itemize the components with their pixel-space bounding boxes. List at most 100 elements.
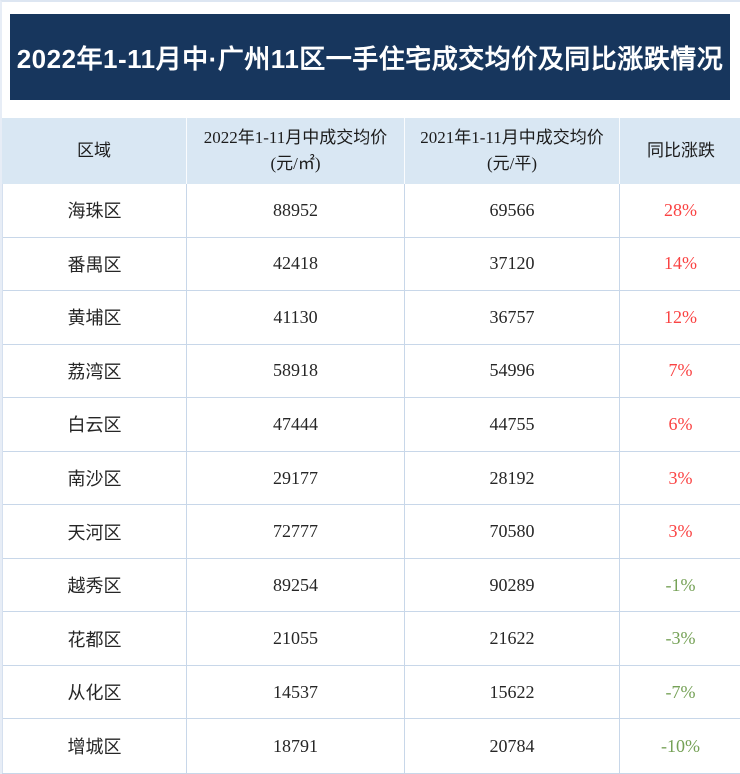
yoy-cell: -3% [620, 612, 740, 665]
yoy-value: -1% [665, 574, 696, 595]
region-name: 黄埔区 [67, 308, 122, 329]
header-region: 区域 [2, 118, 187, 184]
region-name: 天河区 [67, 522, 122, 543]
region-cell: 黄埔区 [3, 291, 187, 344]
yoy-value: 6% [668, 413, 693, 434]
header-region-label: 区域 [77, 141, 111, 160]
price-2022-cell: 18791 [187, 719, 405, 774]
table-row: 越秀区 89254 90289 -1% [3, 558, 740, 613]
price-2022-value: 47444 [273, 413, 318, 434]
region-cell: 天河区 [3, 505, 187, 558]
price-2022-cell: 29177 [187, 451, 405, 505]
yoy-cell: 3% [620, 452, 740, 505]
price-2021-cell: 36757 [405, 291, 620, 344]
yoy-cell: 28% [620, 184, 740, 237]
price-2022-value: 14537 [273, 681, 318, 702]
price-2021-value: 69566 [489, 199, 535, 220]
price-2022-value: 89254 [273, 574, 318, 595]
region-cell: 南沙区 [3, 451, 187, 505]
price-2021-value: 28192 [489, 467, 535, 488]
price-2022-value: 18791 [273, 735, 318, 756]
table-row: 南沙区 29177 28192 3% [3, 451, 740, 506]
header-price-2021-line1: 2021年1-11月中成交均价 [420, 128, 604, 147]
region-name: 增城区 [67, 737, 122, 758]
yoy-cell: 6% [620, 398, 740, 451]
price-2021-value: 54996 [489, 360, 535, 381]
price-2022-cell: 42418 [187, 237, 405, 291]
title-bar: 2022年1-11月中·广州11区一手住宅成交均价及同比涨跌情况 [10, 14, 730, 100]
yoy-value: -3% [665, 628, 696, 649]
table-row: 从化区 14537 15622 -7% [3, 665, 740, 720]
price-2021-cell: 15622 [405, 665, 620, 719]
price-2021-value: 70580 [489, 521, 535, 542]
yoy-cell: -10% [620, 719, 740, 773]
price-2021-value: 44755 [489, 413, 535, 434]
header-yoy-label: 同比涨跌 [647, 141, 715, 160]
table-row: 花都区 21055 21622 -3% [3, 612, 740, 666]
yoy-cell: 14% [620, 238, 740, 291]
price-2022-cell: 88952 [187, 184, 405, 237]
region-cell: 从化区 [3, 665, 187, 719]
price-2022-value: 72777 [273, 521, 318, 542]
price-2022-cell: 41130 [187, 291, 405, 344]
table-body: 海珠区 88952 69566 28% 番禺区 42418 37120 14% … [2, 184, 740, 774]
header-yoy: 同比涨跌 [620, 118, 740, 184]
price-2022-value: 88952 [273, 199, 318, 220]
price-2022-value: 21055 [273, 628, 318, 649]
price-2022-cell: 21055 [187, 612, 405, 665]
region-cell: 海珠区 [3, 184, 187, 237]
region-cell: 花都区 [3, 612, 187, 665]
table-header-row: 区域 2022年1-11月中成交均价 (元/㎡) 2021年1-11月中成交均价… [2, 118, 740, 184]
price-2022-cell: 58918 [187, 344, 405, 398]
price-2021-cell: 54996 [405, 344, 620, 398]
price-2022-cell: 14537 [187, 665, 405, 719]
yoy-value: 3% [668, 467, 693, 488]
price-2021-cell: 28192 [405, 451, 620, 505]
region-cell: 白云区 [3, 398, 187, 451]
region-name: 海珠区 [67, 201, 122, 222]
region-cell: 荔湾区 [3, 344, 187, 398]
table-row: 番禺区 42418 37120 14% [3, 237, 740, 292]
page-title: 2022年1-11月中·广州11区一手住宅成交均价及同比涨跌情况 [16, 43, 724, 74]
price-2021-value: 20784 [489, 735, 535, 756]
price-2022-cell: 47444 [187, 398, 405, 451]
region-name: 越秀区 [67, 576, 122, 597]
region-cell: 增城区 [3, 719, 187, 774]
region-name: 番禺区 [67, 254, 122, 275]
price-2022-value: 58918 [273, 360, 318, 381]
table-row: 荔湾区 58918 54996 7% [3, 344, 740, 399]
price-2022-value: 29177 [273, 467, 318, 488]
header-price-2021: 2021年1-11月中成交均价 (元/平) [405, 118, 620, 184]
price-2021-cell: 21622 [405, 612, 620, 665]
region-cell: 越秀区 [3, 558, 187, 612]
yoy-cell: 12% [620, 291, 740, 344]
yoy-value: 14% [664, 253, 697, 274]
region-name: 花都区 [67, 629, 122, 650]
yoy-cell: 3% [620, 505, 740, 558]
price-2021-value: 90289 [489, 574, 535, 595]
price-2022-cell: 89254 [187, 558, 405, 612]
price-2021-cell: 20784 [405, 719, 620, 774]
yoy-value: -7% [665, 681, 696, 702]
price-2021-cell: 37120 [405, 237, 620, 291]
yoy-cell: 7% [620, 345, 740, 398]
region-name: 白云区 [67, 415, 122, 436]
header-price-2022-line1: 2022年1-11月中成交均价 [203, 128, 388, 147]
yoy-value: 12% [664, 306, 697, 327]
yoy-value: 7% [668, 360, 693, 381]
yoy-cell: -7% [620, 666, 740, 719]
price-2022-value: 42418 [273, 253, 318, 274]
header-price-2022-line2: (元/㎡) [270, 154, 321, 173]
yoy-value: -10% [661, 735, 700, 756]
price-2021-cell: 69566 [405, 184, 620, 237]
header-price-2021-line2: (元/平) [486, 154, 538, 173]
region-cell: 番禺区 [3, 237, 187, 291]
table-row: 海珠区 88952 69566 28% [3, 184, 740, 238]
yoy-value: 28% [664, 199, 697, 220]
price-2021-value: 21622 [489, 628, 535, 649]
price-2021-value: 37120 [489, 253, 535, 274]
price-2021-cell: 90289 [405, 558, 620, 612]
table-row: 天河区 72777 70580 3% [3, 505, 740, 559]
header-price-2022: 2022年1-11月中成交均价 (元/㎡) [187, 118, 405, 184]
